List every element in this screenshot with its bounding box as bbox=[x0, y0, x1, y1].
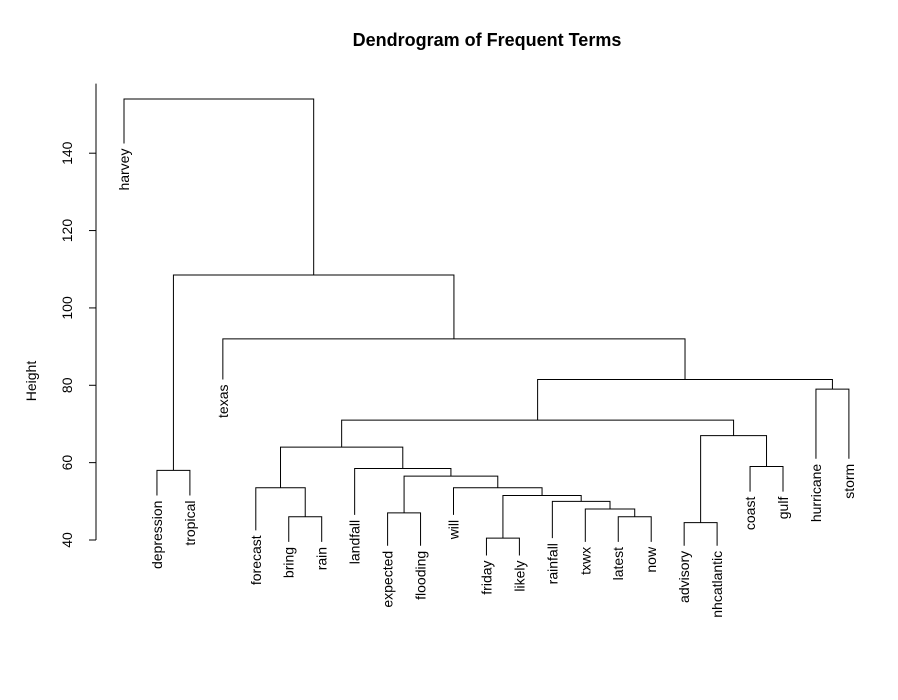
leaf-label-latest: latest bbox=[610, 547, 626, 581]
leaf-label-tropical: tropical bbox=[182, 501, 198, 546]
leaf-label-coast: coast bbox=[742, 497, 758, 531]
dendrogram-branch bbox=[280, 446, 404, 488]
chart-title: Dendrogram of Frequent Terms bbox=[353, 30, 622, 50]
dendrogram-branch bbox=[123, 98, 315, 276]
y-axis-label: Height bbox=[23, 361, 39, 402]
dendrogram-branch bbox=[255, 487, 306, 531]
dendrogram-branch bbox=[485, 537, 520, 556]
y-tick-label: 100 bbox=[59, 296, 75, 320]
dendrogram-branch bbox=[749, 466, 784, 492]
dendrogram-branch bbox=[502, 495, 582, 539]
leaf-label-likely: likely bbox=[511, 560, 527, 591]
leaf-label-forecast: forecast bbox=[248, 535, 264, 585]
leaf-label-landfall: landfall bbox=[347, 520, 363, 564]
dendrogram-branch bbox=[537, 378, 833, 421]
leaf-label-will: will bbox=[446, 520, 462, 540]
leaf-label-friday: friday bbox=[478, 560, 494, 594]
leaf-label-depression: depression bbox=[149, 501, 165, 570]
leaf-label-now: now bbox=[643, 546, 659, 573]
dendrogram-branch bbox=[551, 500, 611, 539]
leaf-label-storm: storm bbox=[841, 464, 857, 499]
y-tick-label: 120 bbox=[59, 219, 75, 243]
y-tick-label: 40 bbox=[59, 532, 75, 548]
dendrogram-branch bbox=[156, 469, 191, 496]
dendrogram-branch bbox=[172, 274, 455, 471]
dendrogram-branches bbox=[123, 98, 850, 556]
leaf-label-advisory: advisory bbox=[676, 551, 692, 603]
y-tick-label: 80 bbox=[59, 377, 75, 393]
leaf-label-expected: expected bbox=[380, 551, 396, 608]
leaf-label-harvey: harvey bbox=[116, 149, 132, 191]
leaf-label-rainfall: rainfall bbox=[544, 543, 560, 584]
dendrogram-branch bbox=[617, 516, 652, 542]
leaf-label-flooding: flooding bbox=[413, 551, 429, 600]
dendrogram-branch bbox=[341, 419, 735, 448]
dendrogram-branch bbox=[683, 522, 718, 546]
dendrogram-branch bbox=[288, 516, 323, 542]
leaf-label-hurricane: hurricane bbox=[808, 464, 824, 523]
dendrogram-branch bbox=[403, 475, 499, 513]
leaf-labels: harvey depression tropical texas forecast bri… bbox=[116, 149, 857, 618]
y-tick-label: 60 bbox=[59, 455, 75, 471]
dendrogram-branch bbox=[453, 487, 543, 515]
leaf-label-nhcatlantic: nhcatlantic bbox=[709, 551, 725, 618]
leaf-label-txwx: txwx bbox=[577, 547, 593, 575]
dendrogram-branch bbox=[387, 512, 422, 546]
dendrogram-branch bbox=[815, 388, 850, 459]
leaf-label-texas: texas bbox=[215, 384, 231, 417]
leaf-label-bring: bring bbox=[281, 547, 297, 578]
y-axis: 40 60 80 100 120 140 bbox=[59, 83, 97, 548]
dendrogram-branch bbox=[584, 508, 636, 542]
y-tick-label: 140 bbox=[59, 141, 75, 165]
dendrogram-branch bbox=[222, 338, 686, 380]
dendrogram-branch bbox=[354, 467, 452, 515]
leaf-label-rain: rain bbox=[314, 547, 330, 570]
leaf-label-gulf: gulf bbox=[775, 497, 791, 520]
